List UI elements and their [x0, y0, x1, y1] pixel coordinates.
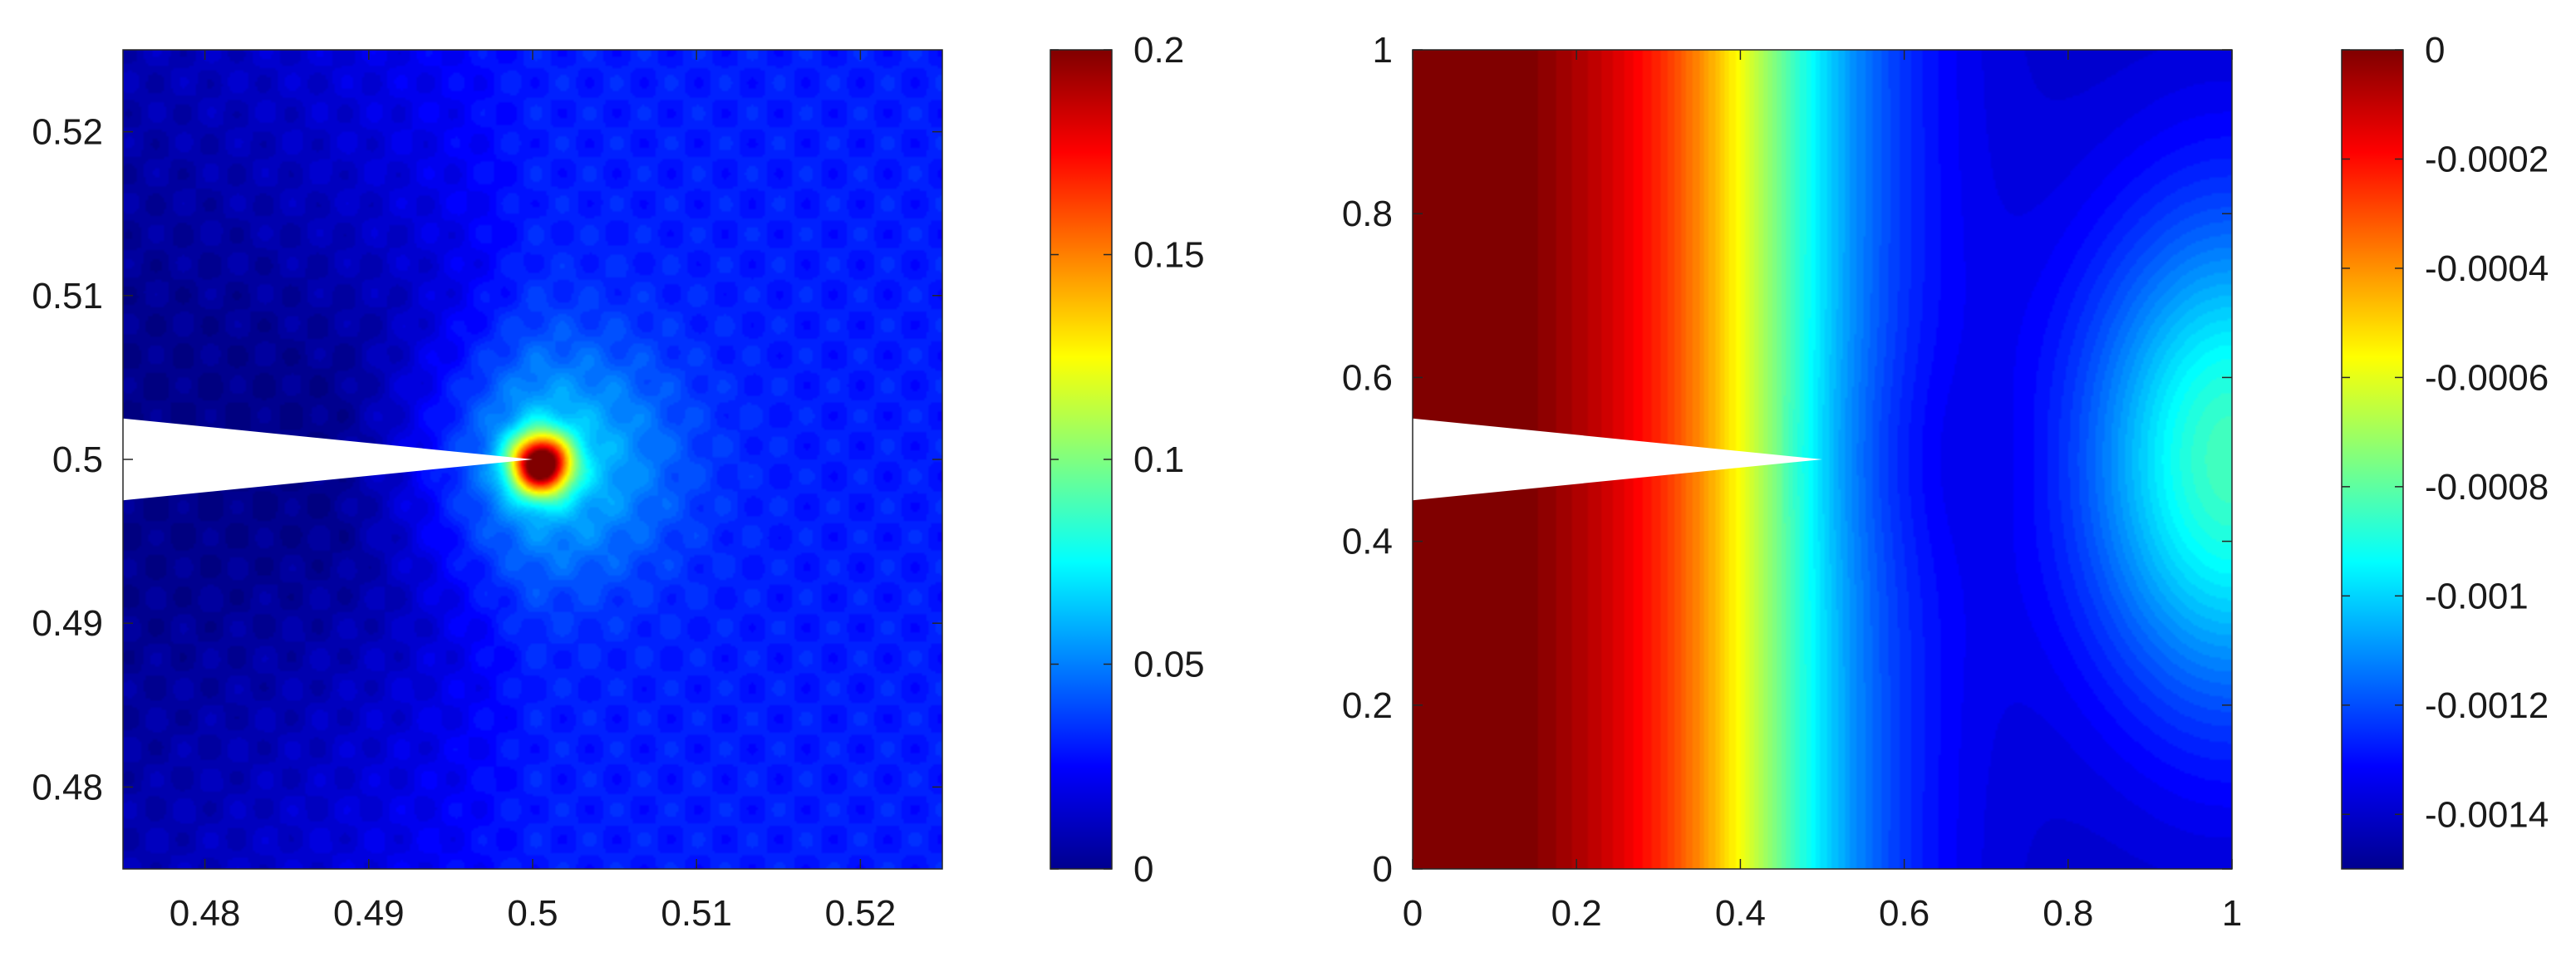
y-tick-label: 0.6: [1342, 357, 1393, 398]
y-tick-label: 0.4: [1342, 522, 1393, 562]
colorbar-tick-label: -0.0012: [2425, 685, 2549, 726]
colorbar-ticks-left: 0 0.05 0.1 0.15 0.2: [1050, 30, 1205, 890]
y-axis-ticks-right: 0 0.2 0.4 0.6 0.8 1: [1342, 30, 2232, 890]
x-tick-label: 0.4: [1715, 893, 1766, 934]
plot-frame-right: [1412, 49, 2233, 870]
x-tick-label: 0.8: [2043, 893, 2093, 934]
colorbar-left: 0 0.05 0.1 0.15 0.2: [1050, 30, 1205, 890]
y-tick-label: 0.5: [52, 439, 103, 480]
colorbar-tick-label: -0.001: [2425, 576, 2529, 616]
crack-notch-right: [1413, 418, 1822, 501]
colorbar-tick-label: -0.0006: [2425, 357, 2549, 398]
colorbar-tick-label: 0.05: [1133, 645, 1205, 685]
y-tick-label: 0.51: [32, 276, 103, 317]
y-tick-label: 0.48: [32, 767, 103, 807]
x-tick-label: 0.49: [333, 893, 405, 934]
x-axis-ticks-left: 0.48 0.49 0.5 0.51 0.52: [170, 50, 896, 934]
colorbar-gradient-left: [1050, 50, 1112, 869]
x-tick-label: 0.48: [170, 893, 241, 934]
colorbar-tick-label: 0.1: [1133, 439, 1184, 480]
colorbar-gradient-right: [2342, 50, 2403, 869]
x-tick-label: 0: [1403, 893, 1423, 934]
crack-notch-left: [123, 418, 533, 501]
y-axis-ticks-left: 0.48 0.49 0.5 0.51 0.52: [32, 112, 942, 807]
x-tick-label: 0.51: [661, 893, 732, 934]
x-tick-label: 0.5: [507, 893, 558, 934]
x-tick-label: 0.52: [825, 893, 897, 934]
colorbar-tick-label: -0.0008: [2425, 467, 2549, 508]
colorbar-frame-right: [2341, 49, 2404, 870]
colorbar-right: 0 -0.0002 -0.0004 -0.0006 -0.0008 -0.001 -0.00…: [2341, 30, 2549, 870]
colorbar-tick-label: 0.15: [1133, 235, 1205, 276]
colorbar-tick-label: -0.0002: [2425, 139, 2549, 179]
y-tick-label: 0.49: [32, 603, 103, 644]
y-tick-label: 0.2: [1342, 685, 1393, 726]
x-tick-label: 0.2: [1551, 893, 1602, 934]
colorbar-ticks-right: 0 -0.0002 -0.0004 -0.0006 -0.0008 -0.001 -0.00…: [2342, 30, 2549, 835]
heatmap-panel-right: 0 0.2 0.4 0.6 0.8 1 0 0.2 0.4 0.6 0.8 1: [1342, 30, 2242, 934]
colorbar-tick-label: 0.2: [1133, 30, 1184, 71]
x-tick-label: 0.6: [1879, 893, 1930, 934]
y-tick-label: 1: [1373, 30, 1393, 71]
y-tick-label: 0.8: [1342, 194, 1393, 234]
colorbar-tick-label: 0: [2425, 30, 2445, 71]
y-tick-label: 0.52: [32, 112, 103, 153]
colorbar-tick-label: 0: [1133, 849, 1153, 890]
x-tick-label: 1: [2222, 893, 2242, 934]
x-axis-ticks-right: 0 0.2 0.4 0.6 0.8 1: [1403, 50, 2242, 934]
colorbar-tick-label: -0.0014: [2425, 794, 2549, 835]
y-tick-label: 0: [1373, 849, 1393, 890]
heatmap-panel-left: 0.48 0.49 0.5 0.51 0.52 0.48 0.49 0.5 0.51 0.52: [32, 49, 943, 934]
colorbar-tick-label: -0.0004: [2425, 248, 2549, 289]
